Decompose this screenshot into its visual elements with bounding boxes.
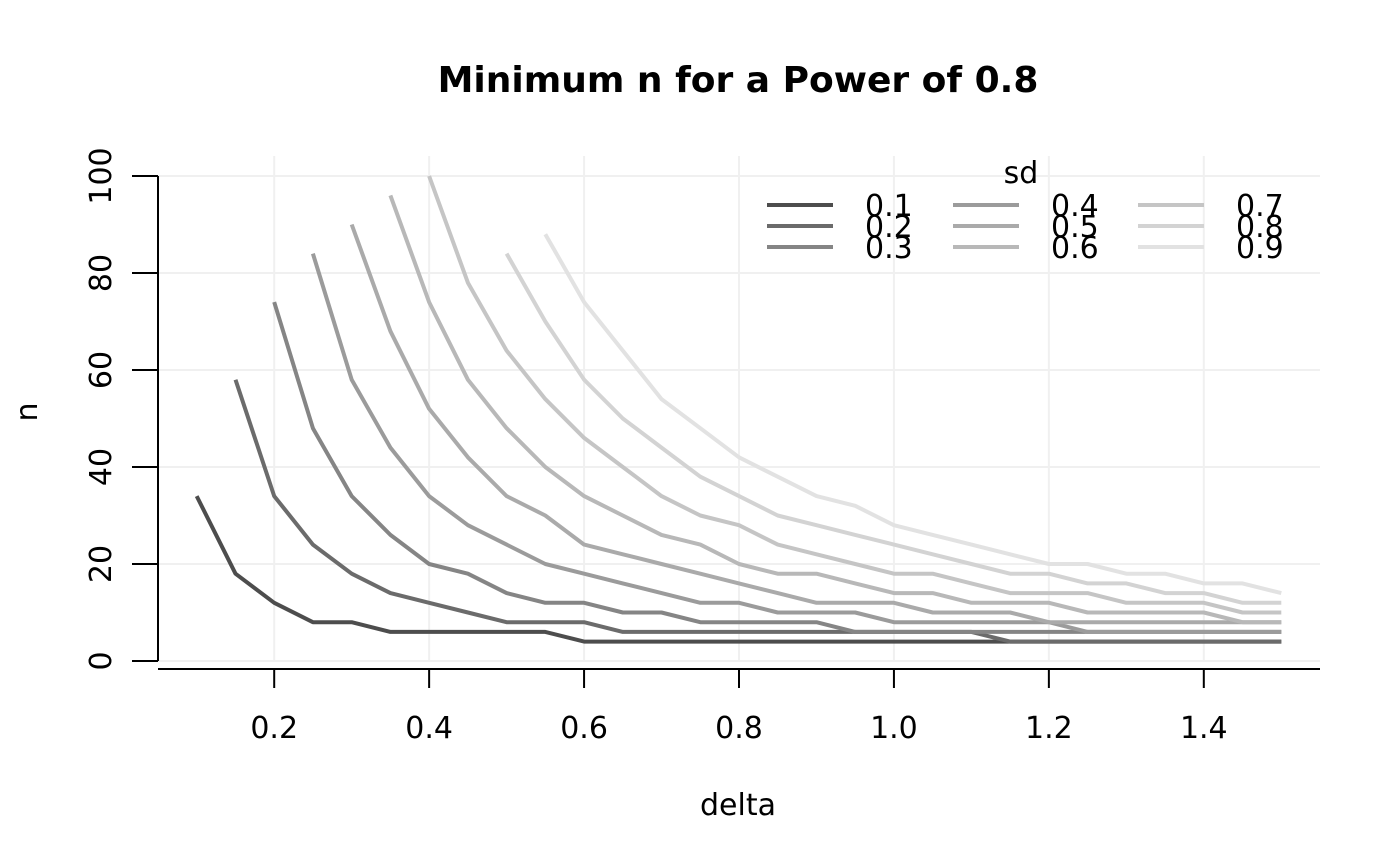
y-tick-label: 40 — [84, 448, 119, 486]
legend: sd 0.10.20.3 0.40.50.6 0.70.80.9 — [767, 156, 1284, 266]
series-line-sd-0.6 — [388, 194, 1282, 625]
legend-label: 0.7 — [1236, 189, 1284, 224]
y-tick-label: 80 — [84, 254, 119, 292]
series-line-sd-0.2 — [233, 379, 1282, 644]
series-line-sd-0.7 — [427, 175, 1282, 615]
x-tick-label: 1.4 — [1180, 711, 1228, 746]
x-tick-label: 1.2 — [1025, 711, 1073, 746]
series-line-sd-0.5 — [349, 223, 1282, 625]
x-tick-label: 0.2 — [250, 711, 298, 746]
series-line-sd-0.8 — [504, 252, 1282, 605]
legend-label: 0.9 — [1236, 231, 1284, 266]
legend-label: 0.8 — [1236, 210, 1284, 245]
legend-label: 0.5 — [1051, 210, 1099, 245]
legend-label: 0.1 — [865, 189, 913, 224]
x-tick-label: 0.4 — [405, 711, 453, 746]
chart-title: Minimum n for a Power of 0.8 — [438, 60, 1039, 101]
y-tick-label: 60 — [84, 351, 119, 389]
series-line-sd-0.4 — [310, 253, 1282, 634]
series-line-sd-0.9 — [543, 233, 1282, 596]
y-tick-label: 20 — [84, 545, 119, 583]
legend-title: sd — [1004, 156, 1039, 191]
legend-label: 0.4 — [1051, 189, 1099, 224]
y-axis-label: n — [10, 402, 45, 421]
series-lines — [194, 175, 1282, 644]
legend-label: 0.3 — [865, 231, 913, 266]
y-tick-label: 0 — [84, 651, 119, 670]
legend-label: 0.6 — [1051, 231, 1099, 266]
x-tick-label: 0.6 — [560, 711, 608, 746]
x-tick-label: 1.0 — [870, 711, 918, 746]
axes: 0 20 40 60 80 100 0.2 0.4 0.6 0.8 1.0 1.2 1.4 — [84, 147, 1320, 746]
x-tick-label: 0.8 — [715, 711, 763, 746]
y-tick-label: 100 — [84, 147, 119, 204]
x-axis-label: delta — [700, 788, 776, 823]
legend-label: 0.2 — [865, 210, 913, 245]
